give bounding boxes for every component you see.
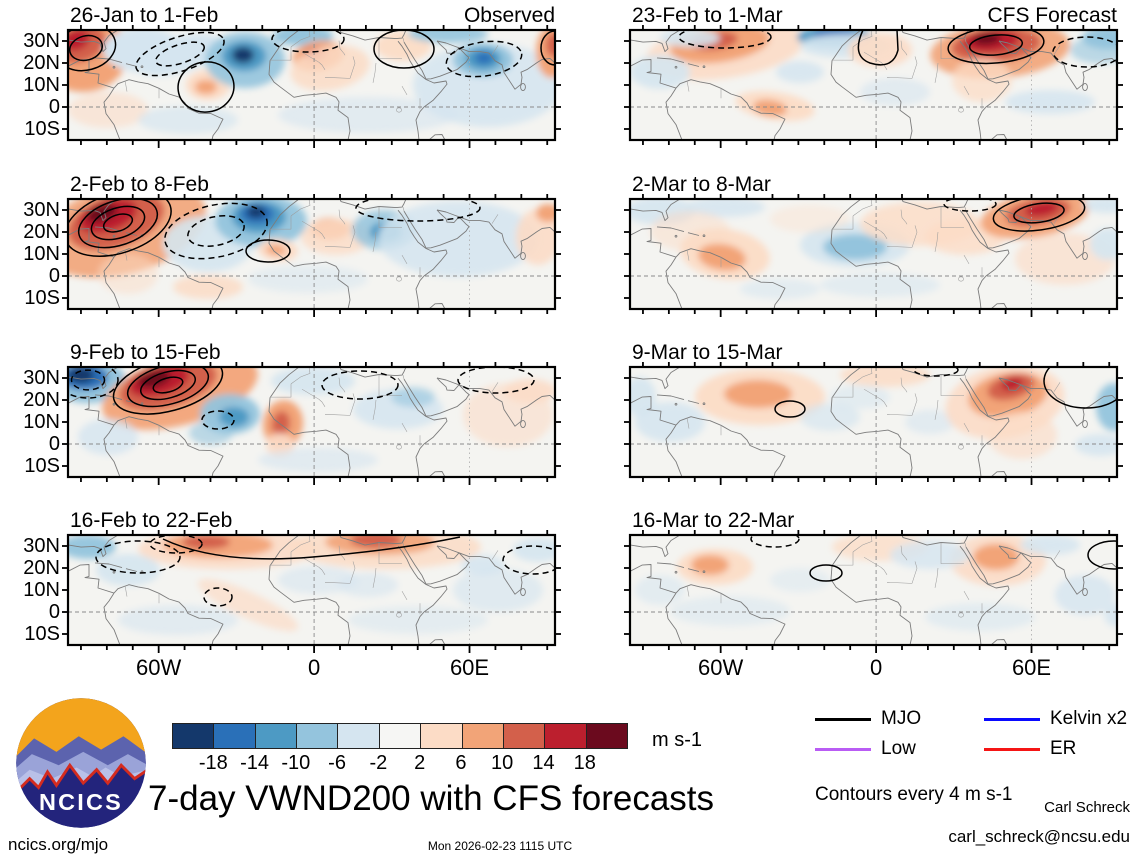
legend-label-mjo: MJO bbox=[881, 708, 922, 729]
panel-title: 9-Feb to 15-Feb bbox=[70, 341, 221, 364]
lat-tick-label: 20N bbox=[23, 557, 60, 579]
map-panel: 9-Mar to 15-Mar bbox=[624, 341, 1123, 485]
colorbar-tick-label: -18 bbox=[198, 752, 228, 774]
er-line-swatch bbox=[984, 747, 1040, 751]
panel-title: 16-Feb to 22-Feb bbox=[70, 509, 233, 532]
panel-title: 23-Feb to 1-Mar bbox=[632, 4, 783, 27]
figure-title: 7-day VWND200 with CFS forecasts bbox=[148, 779, 715, 818]
colorbar-segment bbox=[586, 724, 627, 748]
lat-tick-label: 10N bbox=[23, 74, 60, 96]
colorbar-segment bbox=[379, 724, 422, 748]
lon-tick-label: 60W bbox=[136, 655, 182, 680]
lat-tick-label: 10N bbox=[23, 411, 60, 433]
map-plot bbox=[62, 194, 561, 317]
panel-corner-label: CFS Forecast bbox=[987, 4, 1117, 27]
lon-tick-label: 60W bbox=[698, 655, 744, 680]
colorbar-tick-label: -14 bbox=[240, 752, 269, 774]
colorbar-segment bbox=[421, 724, 463, 748]
lat-tick-label: 0 bbox=[48, 433, 60, 455]
colorbar-segment bbox=[255, 724, 298, 748]
author-name: Carl Schreck bbox=[1044, 799, 1130, 816]
colorbar-segment bbox=[214, 724, 256, 748]
map-plot bbox=[62, 362, 561, 485]
colorbar-tick-label: 10 bbox=[491, 752, 514, 774]
panel-title: 9-Mar to 15-Mar bbox=[632, 341, 783, 364]
author-email: carl_schreck@ncsu.edu bbox=[948, 827, 1130, 846]
map-plot bbox=[624, 362, 1123, 485]
legend-label-er: ER bbox=[1050, 738, 1077, 759]
colorbar-tick-label: 2 bbox=[414, 752, 426, 774]
map-panel: 2-Feb to 8-Feb bbox=[62, 173, 561, 317]
contour-legend: MJO Kelvin x2 Low ER bbox=[815, 704, 1135, 764]
map-panel: 26-Jan to 1-Feb Observed bbox=[62, 4, 561, 148]
mjo-line-swatch bbox=[815, 717, 871, 721]
site-url: ncics.org/mjo bbox=[8, 835, 109, 854]
lat-tick-label: 30N bbox=[23, 30, 60, 52]
lat-tick-label: 10N bbox=[23, 579, 60, 601]
lat-tick-label: 0 bbox=[48, 265, 60, 287]
lat-tick-label: 30N bbox=[23, 199, 60, 221]
colorbar-tick-label: 6 bbox=[455, 752, 467, 774]
lat-tick-label: 10S bbox=[24, 118, 60, 140]
lat-tick-label: 30N bbox=[23, 367, 60, 389]
colorbar-segment bbox=[462, 724, 504, 748]
lon-tick-label: 60E bbox=[449, 655, 490, 680]
legend-label-kelvin: Kelvin x2 bbox=[1050, 708, 1128, 729]
lat-tick-label: 10N bbox=[23, 243, 60, 265]
colorbar-segment bbox=[338, 724, 380, 748]
colorbar-segment bbox=[173, 724, 215, 748]
panel-corner-label: Observed bbox=[463, 4, 555, 27]
map-plot bbox=[624, 25, 1123, 148]
ncics-logo: NCICS bbox=[16, 698, 146, 828]
map-panel: 16-Feb to 22-Feb bbox=[62, 509, 561, 653]
colorbar-segment bbox=[297, 724, 339, 748]
panel-title: 2-Feb to 8-Feb bbox=[70, 173, 209, 196]
lat-tick-label: 10S bbox=[24, 287, 60, 309]
logo-ridge-line bbox=[16, 762, 146, 796]
lon-tick-label: 60E bbox=[1011, 655, 1052, 680]
lon-tick-label: 0 bbox=[307, 655, 321, 680]
lat-tick-label: 10S bbox=[24, 455, 60, 477]
colorbar-units: m s-1 bbox=[652, 729, 702, 751]
colorbar-segment bbox=[545, 724, 587, 748]
map-panel: 2-Mar to 8-Mar bbox=[624, 173, 1123, 317]
legend-label-low: Low bbox=[881, 738, 916, 759]
panel-title: 16-Mar to 22-Mar bbox=[632, 509, 795, 532]
map-plot bbox=[624, 530, 1123, 653]
timestamp: Mon 2026-02-23 1115 UTC bbox=[427, 839, 573, 853]
colorbar-segment bbox=[503, 724, 546, 748]
lat-tick-label: 0 bbox=[48, 601, 60, 623]
kelvin-line-swatch bbox=[984, 717, 1040, 721]
colorbar-tick-label: 14 bbox=[532, 752, 555, 774]
map-panel: 23-Feb to 1-Mar CFS Forecast bbox=[624, 4, 1123, 148]
contour-interval-note: Contours every 4 m s-1 bbox=[815, 784, 1013, 805]
logo-text: NCICS bbox=[39, 789, 123, 815]
colorbar-tick-label: 18 bbox=[573, 752, 596, 774]
lat-tick-label: 10S bbox=[24, 623, 60, 645]
panel-title: 26-Jan to 1-Feb bbox=[70, 4, 219, 27]
lat-tick-label: 30N bbox=[23, 535, 60, 557]
map-plot bbox=[624, 194, 1123, 317]
map-plot bbox=[62, 25, 561, 148]
colorbar-tick-label: -6 bbox=[328, 752, 346, 774]
map-panel: 16-Mar to 22-Mar bbox=[624, 509, 1123, 653]
map-panel: 9-Feb to 15-Feb bbox=[62, 341, 561, 485]
lat-tick-label: 20N bbox=[23, 221, 60, 243]
lat-tick-label: 20N bbox=[23, 52, 60, 74]
lon-tick-label: 0 bbox=[869, 655, 883, 680]
low-line-swatch bbox=[815, 747, 871, 751]
colorbar bbox=[172, 723, 628, 749]
colorbar-tick-label: -10 bbox=[281, 752, 311, 774]
colorbar-tick-label: -2 bbox=[369, 752, 388, 774]
lat-tick-label: 0 bbox=[48, 96, 60, 118]
map-plot bbox=[62, 530, 561, 653]
lat-tick-label: 20N bbox=[23, 389, 60, 411]
panel-title: 2-Mar to 8-Mar bbox=[632, 173, 771, 196]
